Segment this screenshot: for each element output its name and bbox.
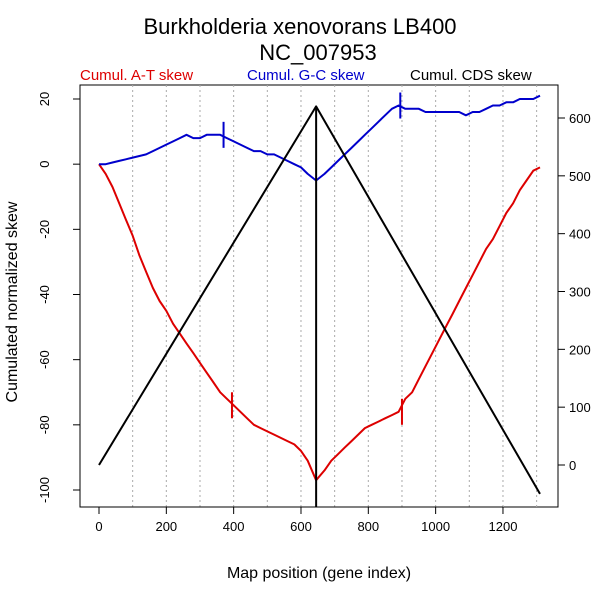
y-tick-label: -40 xyxy=(37,285,52,304)
x-tick-label: 1000 xyxy=(421,519,450,534)
y2-tick-label: 100 xyxy=(569,400,591,415)
x-tick-label: 400 xyxy=(223,519,245,534)
y2-tick-label: 600 xyxy=(569,111,591,126)
y2-tick-label: 0 xyxy=(569,458,576,473)
series-line-cumul-g-c-skew xyxy=(99,94,541,182)
chart-subtitle: NC_007953 xyxy=(259,40,376,65)
y-tick-label: 20 xyxy=(37,92,52,106)
x-axis-title: Map position (gene index) xyxy=(227,565,411,582)
x-tick-label: 600 xyxy=(290,519,312,534)
y-tick-label: 0 xyxy=(37,161,52,168)
x-tick-label: 0 xyxy=(95,519,102,534)
x-tick-label: 200 xyxy=(155,519,177,534)
y-tick-label: -100 xyxy=(37,477,52,503)
plot-frame xyxy=(79,84,559,508)
chart-title: Burkholderia xenovorans LB400 xyxy=(143,14,456,39)
y-tick-label: -20 xyxy=(37,220,52,239)
x-tick-label: 1200 xyxy=(489,519,518,534)
series-layer xyxy=(98,92,541,507)
y2-tick-label: 200 xyxy=(569,342,591,357)
legend-cds-skew: Cumul. CDS skew xyxy=(410,67,532,84)
legend-gc-skew: Cumul. G-C skew xyxy=(247,67,365,84)
y-tick-label: -80 xyxy=(37,415,52,434)
y2-tick-label: 400 xyxy=(569,227,591,242)
x-tick-label: 800 xyxy=(357,519,379,534)
legend-at-skew: Cumul. A-T skew xyxy=(80,67,193,84)
y-tick-label: -60 xyxy=(37,350,52,369)
series-line-cumul-a-t-skew xyxy=(98,163,541,482)
series-line-cumul-cds-skew xyxy=(98,105,541,495)
y2-tick-label: 300 xyxy=(569,285,591,300)
y2-tick-label: 500 xyxy=(569,169,591,184)
grid-layer xyxy=(132,85,538,507)
axis-layer: 0 200 400 600 800 1000 1200200-20-40-60-80-100… xyxy=(37,92,591,534)
y-axis-title: Cumulated normalized skew xyxy=(4,201,21,402)
